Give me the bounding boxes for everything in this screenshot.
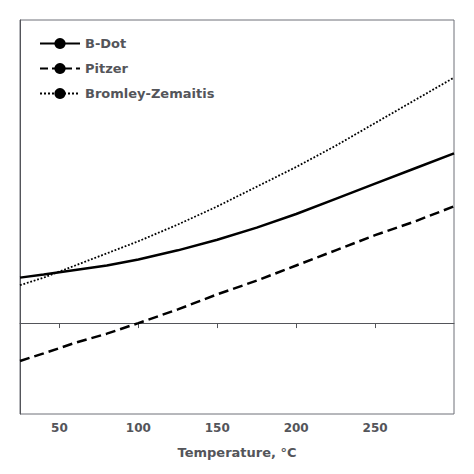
svg-text:250: 250 [363,421,388,435]
svg-text:150: 150 [205,421,230,435]
svg-text:Bromley-Zemaitis: Bromley-Zemaitis [85,86,215,101]
svg-text:B-Dot: B-Dot [85,36,126,51]
svg-text:Pitzer: Pitzer [85,61,129,76]
svg-text:100: 100 [126,421,151,435]
svg-text:50: 50 [51,421,68,435]
svg-text:200: 200 [284,421,309,435]
svg-text:Temperature, °C: Temperature, °C [177,445,296,460]
